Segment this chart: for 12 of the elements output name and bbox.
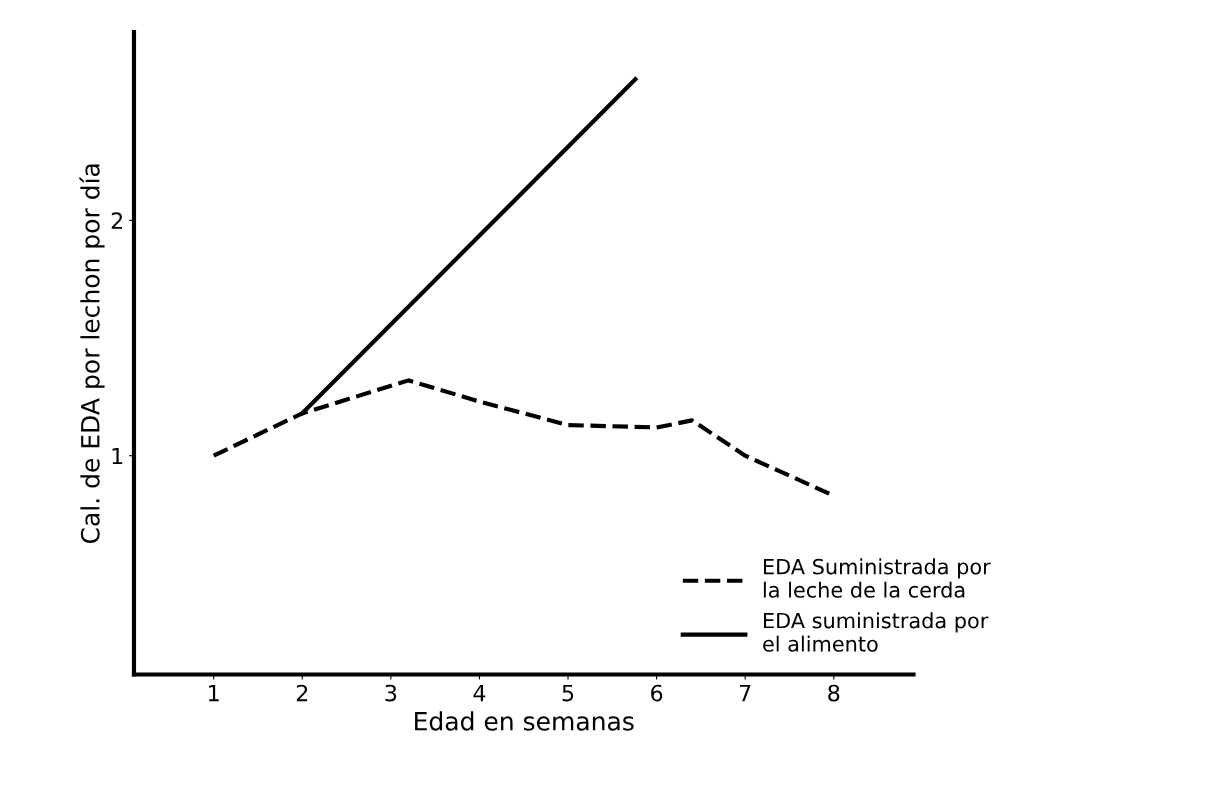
x-tick-label: 2 xyxy=(296,684,308,702)
x-tick-label: 1 xyxy=(209,684,219,702)
legend-label: EDA Suministrada por la leche de la cerda xyxy=(763,558,991,598)
x-axis-title: Edad en semanas xyxy=(415,711,634,731)
x-tick-label: 8 xyxy=(828,684,840,702)
x-tick-label: 4 xyxy=(473,684,486,702)
legend-label: EDA suministrada por el alimento xyxy=(763,612,989,652)
y-axis-title: Cal. de EDA por lechon por día xyxy=(79,164,105,544)
x-tick-label: 3 xyxy=(385,684,397,702)
x-tick-label: 6 xyxy=(651,684,663,702)
x-tick-label: 7 xyxy=(739,684,751,702)
x-tick-label: 5 xyxy=(562,684,574,702)
